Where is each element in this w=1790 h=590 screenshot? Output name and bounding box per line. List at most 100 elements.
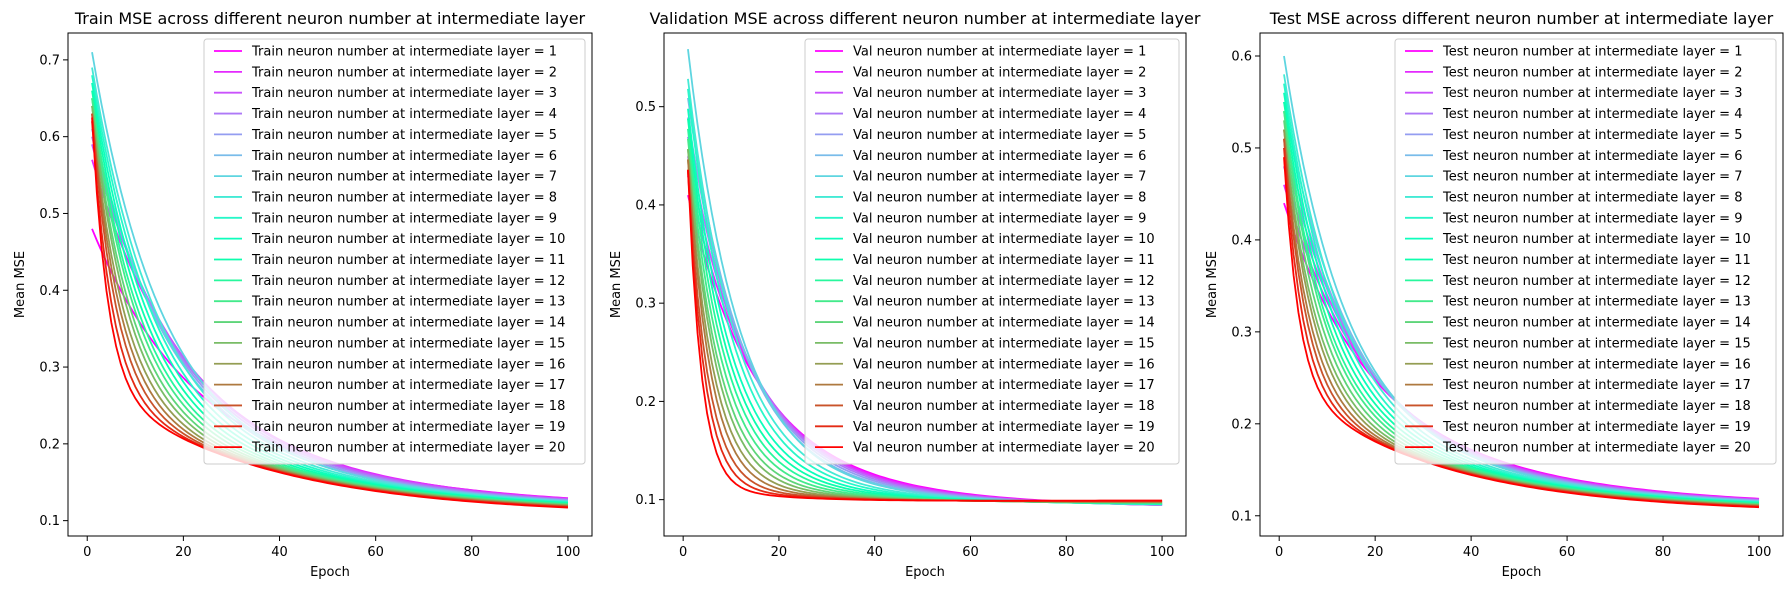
legend-label-3: Test neuron number at intermediate layer… — [1442, 86, 1742, 101]
legend-label-15: Test neuron number at intermediate layer… — [1442, 336, 1751, 351]
legend-label-6: Test neuron number at intermediate layer… — [1442, 149, 1742, 164]
x-tick-label: 80 — [1655, 545, 1672, 560]
y-tick-label: 0.1 — [39, 514, 60, 529]
legend-label-7: Val neuron number at intermediate layer … — [853, 170, 1146, 185]
legend-label-12: Val neuron number at intermediate layer … — [853, 274, 1155, 289]
legend-label-11: Train neuron number at intermediate laye… — [251, 253, 565, 268]
legend-label-14: Val neuron number at intermediate layer … — [853, 316, 1155, 331]
legend-label-19: Train neuron number at intermediate laye… — [251, 420, 565, 435]
x-tick-label: 100 — [1747, 545, 1772, 560]
legend-label-14: Train neuron number at intermediate laye… — [251, 316, 565, 331]
legend-label-5: Val neuron number at intermediate layer … — [853, 128, 1146, 143]
legend-label-14: Test neuron number at intermediate layer… — [1442, 316, 1751, 331]
legend-label-18: Train neuron number at intermediate laye… — [251, 399, 565, 414]
y-tick-label: 0.5 — [39, 207, 60, 222]
legend-label-7: Test neuron number at intermediate layer… — [1442, 170, 1742, 185]
y-axis-label: Mean MSE — [13, 251, 28, 318]
y-tick-label: 0.5 — [1231, 141, 1252, 156]
legend-label-13: Val neuron number at intermediate layer … — [853, 295, 1155, 310]
y-axis-label: Mean MSE — [1205, 251, 1220, 318]
legend-label-10: Val neuron number at intermediate layer … — [853, 232, 1155, 247]
legend-label-20: Test neuron number at intermediate layer… — [1442, 441, 1751, 456]
x-tick-label: 40 — [866, 545, 883, 560]
y-tick-label: 0.4 — [1231, 233, 1252, 248]
y-tick-label: 0.1 — [1231, 509, 1252, 524]
legend-box — [804, 38, 1180, 465]
y-tick-label: 0.6 — [1231, 49, 1252, 64]
legend-label-9: Train neuron number at intermediate laye… — [251, 211, 557, 226]
legend-label-8: Val neuron number at intermediate layer … — [853, 190, 1146, 205]
legend-label-16: Train neuron number at intermediate laye… — [251, 357, 565, 372]
legend-label-1: Train neuron number at intermediate laye… — [251, 45, 557, 60]
y-tick-label: 0.3 — [635, 297, 656, 312]
chart-panel-1: Train MSE across different neuron number… — [13, 9, 593, 580]
y-tick-label: 0.7 — [39, 53, 60, 68]
legend-label-6: Train neuron number at intermediate laye… — [251, 149, 557, 164]
legend-label-3: Val neuron number at intermediate layer … — [853, 86, 1146, 101]
legend-label-8: Test neuron number at intermediate layer… — [1442, 190, 1742, 205]
legend-label-19: Val neuron number at intermediate layer … — [853, 420, 1155, 435]
legend-label-6: Val neuron number at intermediate layer … — [853, 149, 1146, 164]
legend-label-7: Train neuron number at intermediate laye… — [251, 170, 557, 185]
legend-label-20: Train neuron number at intermediate laye… — [251, 441, 565, 456]
y-tick-label: 0.4 — [39, 284, 60, 299]
legend-label-16: Test neuron number at intermediate layer… — [1442, 357, 1751, 372]
y-tick-label: 0.5 — [635, 100, 656, 115]
legend-label-5: Test neuron number at intermediate layer… — [1442, 128, 1742, 143]
x-tick-label: 60 — [1559, 545, 1576, 560]
legend-label-1: Val neuron number at intermediate layer … — [853, 45, 1146, 60]
legend-label-16: Val neuron number at intermediate layer … — [853, 357, 1155, 372]
legend-label-2: Train neuron number at intermediate laye… — [251, 65, 557, 80]
chart-title: Train MSE across different neuron number… — [74, 9, 586, 28]
x-tick-label: 0 — [1275, 545, 1283, 560]
legend-label-5: Train neuron number at intermediate laye… — [251, 128, 557, 143]
legend: Train neuron number at intermediate laye… — [203, 38, 586, 465]
legend-label-13: Train neuron number at intermediate laye… — [251, 295, 565, 310]
legend-label-12: Test neuron number at intermediate layer… — [1442, 274, 1751, 289]
y-tick-label: 0.6 — [39, 130, 60, 145]
legend-label-2: Test neuron number at intermediate layer… — [1442, 65, 1742, 80]
legend-label-10: Test neuron number at intermediate layer… — [1442, 232, 1751, 247]
plot-frame — [67, 32, 593, 537]
chart-title: Validation MSE across different neuron n… — [650, 9, 1201, 28]
legend-label-2: Val neuron number at intermediate layer … — [853, 65, 1146, 80]
x-axis-label: Epoch — [905, 565, 945, 580]
plot-frame — [1259, 32, 1784, 537]
x-tick-label: 100 — [1150, 545, 1175, 560]
x-tick-label: 20 — [771, 545, 788, 560]
y-tick-label: 0.3 — [1231, 325, 1252, 340]
x-tick-label: 80 — [1058, 545, 1075, 560]
legend-label-15: Train neuron number at intermediate laye… — [251, 336, 565, 351]
y-tick-label: 0.3 — [39, 361, 60, 376]
legend-box — [203, 38, 586, 465]
x-tick-label: 0 — [679, 545, 687, 560]
legend-label-8: Train neuron number at intermediate laye… — [251, 190, 557, 205]
series-line-20 — [687, 170, 1163, 502]
x-tick-label: 0 — [83, 545, 91, 560]
plot-frame — [663, 32, 1187, 537]
legend-label-4: Train neuron number at intermediate laye… — [251, 107, 557, 122]
x-tick-label: 100 — [556, 545, 581, 560]
y-tick-label: 0.1 — [635, 493, 656, 508]
legend-label-4: Val neuron number at intermediate layer … — [853, 107, 1146, 122]
chart-panel-3: Test MSE across different neuron number … — [1205, 9, 1784, 580]
x-tick-label: 40 — [1463, 545, 1480, 560]
chart-title: Test MSE across different neuron number … — [1269, 9, 1774, 28]
legend-label-15: Val neuron number at intermediate layer … — [853, 336, 1155, 351]
x-tick-label: 20 — [175, 545, 192, 560]
chart-panel-2: Validation MSE across different neuron n… — [609, 9, 1201, 580]
legend-label-17: Train neuron number at intermediate laye… — [251, 378, 565, 393]
x-tick-label: 40 — [271, 545, 288, 560]
legend-label-18: Test neuron number at intermediate layer… — [1442, 399, 1751, 414]
y-tick-label: 0.4 — [635, 198, 656, 213]
legend-label-1: Test neuron number at intermediate layer… — [1442, 45, 1742, 60]
x-tick-label: 60 — [367, 545, 384, 560]
series-line-20 — [91, 117, 569, 509]
legend-label-18: Val neuron number at intermediate layer … — [853, 399, 1155, 414]
legend: Test neuron number at intermediate layer… — [1394, 38, 1777, 465]
x-tick-label: 20 — [1367, 545, 1384, 560]
legend-label-4: Test neuron number at intermediate layer… — [1442, 107, 1742, 122]
y-tick-label: 0.2 — [1231, 417, 1252, 432]
legend-label-11: Val neuron number at intermediate layer … — [853, 253, 1155, 268]
x-axis-label: Epoch — [310, 565, 350, 580]
